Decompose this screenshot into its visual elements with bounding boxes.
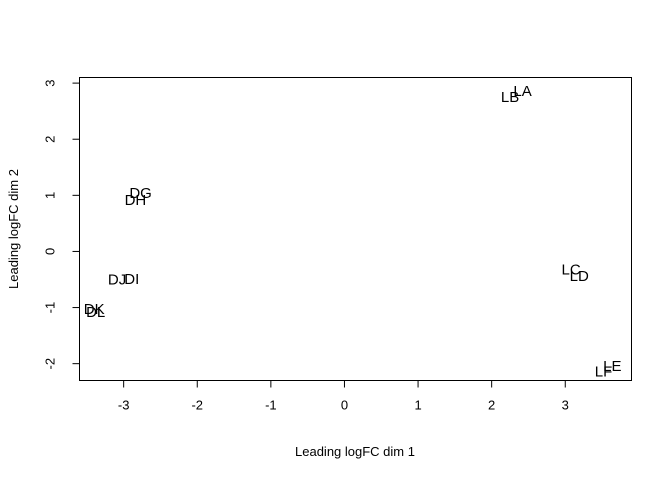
x-axis-title: Leading logFC dim 1 [295,444,415,459]
y-tick-label: -2 [43,358,58,370]
point-label-lf: LF [595,364,613,381]
y-axis-title: Leading logFC dim 2 [6,169,21,289]
x-tick-label: 2 [488,398,495,413]
x-tick-label: 3 [562,398,569,413]
point-label-dl: DL [86,304,105,321]
point-label-dg: DG [129,185,152,202]
x-tick-label: 1 [414,398,421,413]
y-axis: -2 -1 0 1 2 3 [43,79,80,369]
x-tick-label: -1 [265,398,277,413]
plot-frame [79,77,632,381]
point-label-lc: LC [562,261,581,278]
x-axis: -3 -2 -1 0 1 2 3 [118,380,569,413]
point-label-di: DI [124,271,139,288]
point-label-la: LA [513,83,531,100]
y-tick-label: -1 [43,302,58,314]
point-label-dh: DH [125,192,147,209]
point-label-dk: DK [84,301,105,318]
x-tick-label: -2 [191,398,203,413]
y-tick-label: 2 [43,136,58,143]
x-tick-label: -3 [118,398,130,413]
point-label-dj: DJ [108,272,126,289]
y-tick-label: 1 [43,192,58,199]
point-label-ld: LD [570,268,589,285]
point-label-lb: LB [501,89,519,106]
y-tick-label: 0 [43,248,58,255]
x-tick-label: 0 [341,398,348,413]
point-label-le: LE [603,358,621,375]
y-tick-label: 3 [43,79,58,86]
